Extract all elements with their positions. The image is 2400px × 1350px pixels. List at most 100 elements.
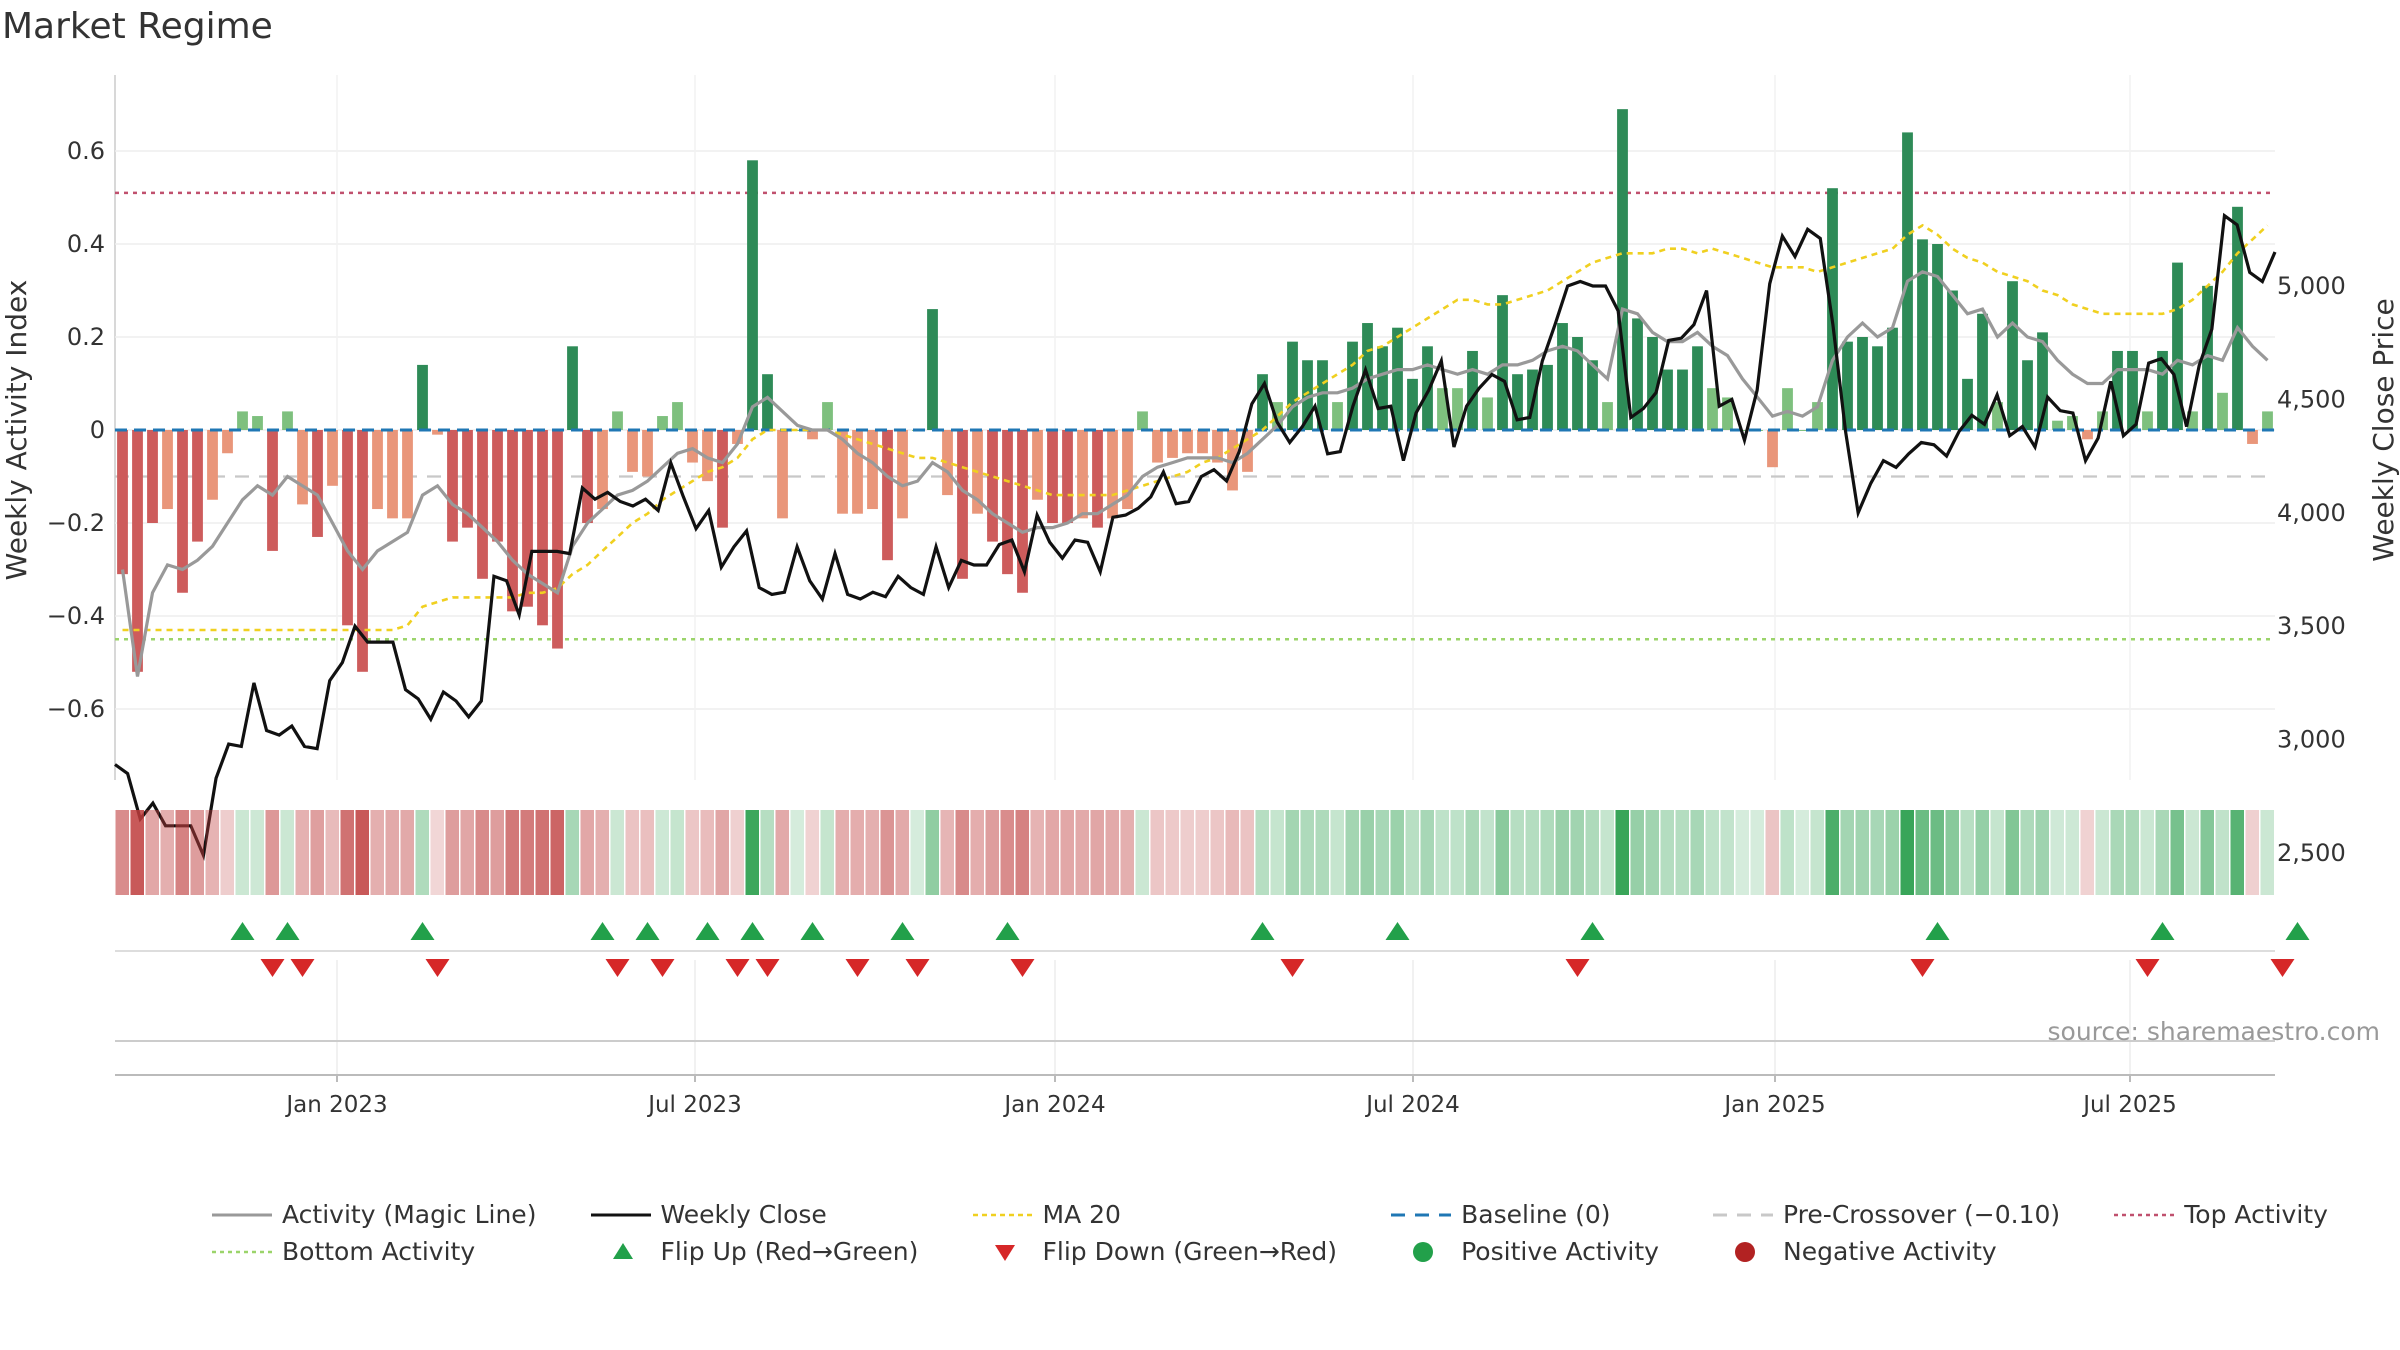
flip-down-marker xyxy=(1565,959,1590,977)
activity-bar xyxy=(1302,360,1313,430)
activity-bar xyxy=(627,430,638,472)
flip-up-marker xyxy=(635,922,660,940)
heat-strip-cell xyxy=(1870,810,1884,895)
x-tick-label: Jan 2025 xyxy=(1722,1092,1825,1118)
activity-bar xyxy=(297,430,308,505)
heat-strip-cell xyxy=(775,810,789,895)
activity-bar xyxy=(1512,374,1523,430)
activity-bar xyxy=(162,430,173,510)
heat-strip-cell xyxy=(1180,810,1194,895)
heat-strip-cell xyxy=(1975,810,1989,895)
heat-strip-cell xyxy=(145,810,159,895)
activity-bar xyxy=(1932,244,1943,430)
legend-label: MA 20 xyxy=(1042,1200,1121,1229)
activity-bar xyxy=(1167,430,1178,458)
flip-up-marker xyxy=(995,922,1020,940)
heat-strip-cell xyxy=(1795,810,1809,895)
activity-bar xyxy=(372,430,383,510)
flip-up-marker xyxy=(695,922,720,940)
flip-down-marker xyxy=(290,959,315,977)
heat-strip-cell xyxy=(2110,810,2124,895)
activity-bar xyxy=(192,430,203,542)
heat-strip-cell xyxy=(595,810,609,895)
activity-bar xyxy=(207,430,218,500)
legend-label: Top Activity xyxy=(2184,1200,2328,1229)
heat-strip-cell xyxy=(2095,810,2109,895)
x-tick-label: Jan 2024 xyxy=(1002,1092,1105,1118)
activity-bar xyxy=(1047,430,1058,523)
heat-strip-cell xyxy=(1435,810,1449,895)
activity-bar xyxy=(237,411,248,430)
activity-bar xyxy=(567,346,578,430)
legend-item-top: Top Activity xyxy=(2112,1200,2360,1229)
heat-strip-cell xyxy=(955,810,969,895)
activity-bar xyxy=(357,430,368,672)
legend-item-bottom: Bottom Activity xyxy=(210,1237,569,1266)
heat-strip-cell xyxy=(1930,810,1944,895)
heat-strip-cell xyxy=(2155,810,2169,895)
y2-tick-label: 3,500 xyxy=(2277,612,2346,640)
chart-legend: Activity (Magic Line) Weekly Close MA 20 Ba… xyxy=(210,1200,2360,1266)
heat-strip-cell xyxy=(1960,810,1974,895)
activity-bar xyxy=(987,430,998,542)
flip-up-marker xyxy=(2150,922,2175,940)
heat-strip-cell xyxy=(835,810,849,895)
heat-strip-cell xyxy=(1015,810,1029,895)
activity-bar xyxy=(147,430,158,523)
legend-swatch-baseline xyxy=(1391,1213,1452,1216)
heat-strip-cell xyxy=(1060,810,1074,895)
x-tick-label: Jul 2023 xyxy=(646,1092,742,1118)
heat-strip-cell xyxy=(1450,810,1464,895)
legend-item-precross: Pre-Crossover (−0.10) xyxy=(1711,1200,2092,1229)
activity-bar xyxy=(327,430,338,486)
activity-bar xyxy=(1947,290,1958,430)
heat-strip-cell xyxy=(2020,810,2034,895)
heat-strip-cell xyxy=(1225,810,1239,895)
activity-bar xyxy=(507,430,518,612)
heat-strip-cell xyxy=(670,810,684,895)
activity-bar xyxy=(1572,337,1583,430)
y-tick-label: 0.6 xyxy=(67,137,105,165)
source-label: source: sharemaestro.com xyxy=(2048,1017,2381,1046)
heat-strip-cell xyxy=(1570,810,1584,895)
heat-strip-cell xyxy=(1330,810,1344,895)
heat-strip-cell xyxy=(1555,810,1569,895)
y-tick-label: 0.2 xyxy=(67,323,105,351)
heat-strip-cell xyxy=(880,810,894,895)
heat-strip-cell xyxy=(1300,810,1314,895)
heat-strip-cell xyxy=(1120,810,1134,895)
heat-strip-cell xyxy=(2050,810,2064,895)
flip-up-marker xyxy=(410,922,435,940)
flip-up-marker xyxy=(740,922,765,940)
activity-bar xyxy=(1062,430,1073,523)
heat-strip-cell xyxy=(2080,810,2094,895)
legend-label: Activity (Magic Line) xyxy=(282,1200,537,1229)
heat-strip-cell xyxy=(340,810,354,895)
heat-strip-cell xyxy=(2170,810,2184,895)
activity-bar xyxy=(1287,341,1298,430)
flip-down-marker xyxy=(1280,959,1305,977)
activity-bar xyxy=(447,430,458,542)
heat-strip-cell xyxy=(550,810,564,895)
weekly-close-line xyxy=(114,212,2277,861)
activity-bar xyxy=(522,430,533,607)
activity-bar xyxy=(1917,239,1928,430)
legend-label: Pre-Crossover (−0.10) xyxy=(1783,1200,2061,1229)
activity-bar xyxy=(1602,402,1613,430)
heat-strip-cell xyxy=(1405,810,1419,895)
activity-bar xyxy=(837,430,848,514)
heat-strip-cell xyxy=(1285,810,1299,895)
activity-bar xyxy=(402,430,413,519)
activity-bar xyxy=(267,430,278,551)
legend-label: Baseline (0) xyxy=(1461,1200,1611,1229)
heat-strip-cell xyxy=(280,810,294,895)
flip-down-marker xyxy=(2135,959,2160,977)
activity-bar xyxy=(1497,295,1508,430)
activity-bar xyxy=(702,430,713,482)
activity-bar xyxy=(1272,402,1283,430)
heat-strip-cell xyxy=(1150,810,1164,895)
heat-strip-cell xyxy=(1495,810,1509,895)
heat-strip-cell xyxy=(700,810,714,895)
activity-bar xyxy=(1632,318,1643,430)
